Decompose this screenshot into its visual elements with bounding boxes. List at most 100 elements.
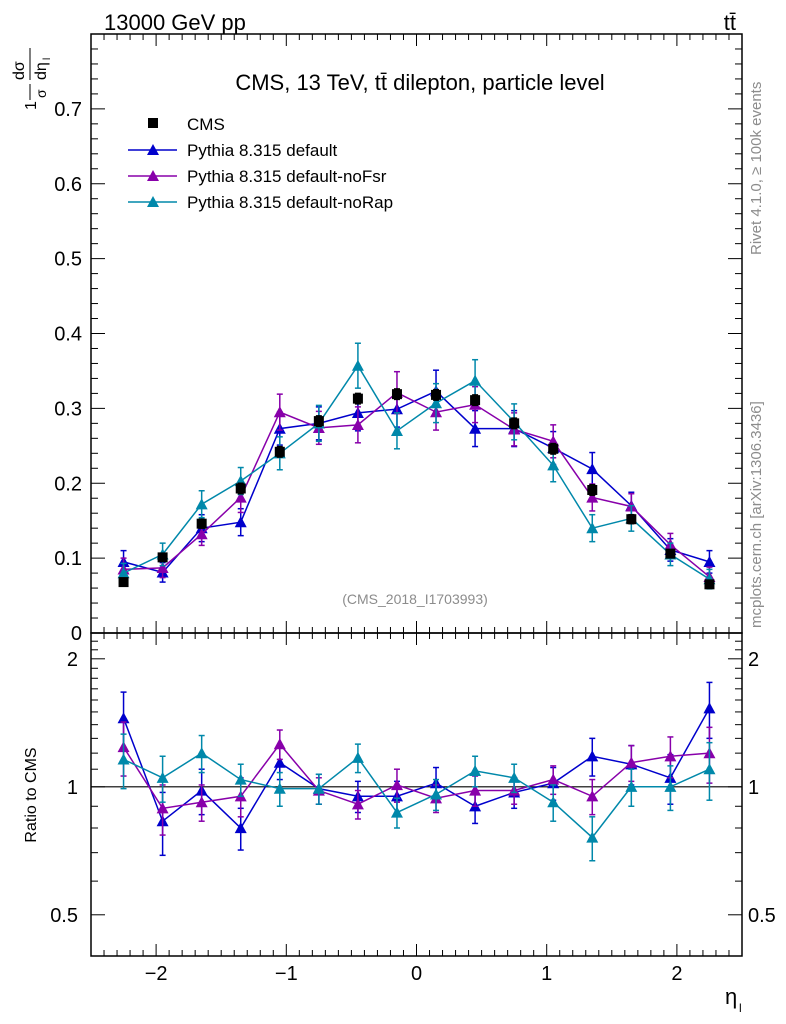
data-point	[625, 756, 638, 768]
main-y-label-sub: l	[42, 58, 53, 60]
data-point	[195, 528, 208, 540]
legend-marker-default	[147, 144, 159, 155]
data-point-cms	[548, 443, 559, 454]
legend: CMS Pythia 8.315 default Pythia 8.315 de…	[128, 115, 393, 212]
side-label-mcplots: mcplots.cern.ch [arXiv:1306.3436]	[748, 401, 765, 628]
data-point	[351, 418, 364, 430]
data-point	[586, 491, 599, 503]
header-process: tt̄	[724, 10, 736, 35]
x-axis-label-sub: l	[739, 1001, 742, 1015]
data-point	[469, 784, 482, 796]
data-point	[586, 831, 599, 843]
data-point	[273, 738, 286, 750]
data-point	[195, 796, 208, 808]
data-point	[390, 778, 403, 791]
data-point	[117, 753, 130, 765]
x-tick-label: 2	[671, 963, 682, 985]
data-point	[195, 498, 208, 510]
series-line	[123, 390, 710, 574]
data-point	[586, 522, 599, 534]
x-tick-label: −2	[145, 963, 168, 985]
data-point	[117, 567, 130, 579]
ratio-y-tick-label: 2	[67, 649, 78, 671]
data-point	[469, 374, 482, 386]
data-point	[586, 790, 599, 802]
data-point	[430, 788, 443, 800]
y-tick-label: 0.4	[54, 324, 82, 346]
ratio-y-tick-label-right: 0.5	[748, 905, 776, 927]
data-point-cms	[313, 416, 324, 427]
y-tick-label: 0.7	[54, 99, 82, 121]
data-point	[664, 780, 677, 792]
legend-marker-cms	[148, 118, 158, 128]
side-label-rivet: Rivet 4.1.0, ≥ 100k events	[748, 82, 765, 255]
data-point	[586, 463, 599, 475]
data-point-cms	[704, 579, 715, 590]
data-point-cms	[665, 548, 676, 559]
data-point	[508, 771, 521, 783]
data-point	[703, 702, 716, 714]
ratio-y-tick-label: 0.5	[50, 905, 78, 927]
data-point-cms	[626, 514, 637, 525]
y-tick-label: 0.6	[54, 174, 82, 196]
legend-label-norap: Pythia 8.315 default-noRap	[187, 193, 393, 212]
data-point-cms	[587, 484, 598, 495]
ratio-y-tick-label-right: 2	[748, 649, 759, 671]
main-y-label-sigma: σ	[33, 89, 49, 98]
data-point-cms	[196, 518, 207, 529]
ratio-y-tick-label: 1	[67, 777, 78, 799]
data-point-cms	[470, 395, 481, 406]
data-point	[469, 422, 482, 434]
main-y-axis-label: 1 σ dσ dη l	[11, 48, 53, 110]
y-tick-label: 0.5	[54, 249, 82, 271]
data-point	[234, 773, 247, 785]
series-line	[123, 364, 710, 580]
data-point	[195, 747, 208, 759]
legend-label-default: Pythia 8.315 default	[187, 141, 338, 160]
header-energy: 13000 GeV pp	[104, 10, 246, 35]
ratio-y-tick-label-right: 1	[748, 777, 759, 799]
data-point	[547, 459, 560, 471]
data-point	[703, 763, 716, 775]
legend-label-nofsr: Pythia 8.315 default-noFsr	[187, 167, 387, 186]
data-point	[351, 359, 364, 371]
data-point	[273, 756, 286, 768]
data-point	[234, 491, 247, 503]
data-point	[390, 806, 403, 818]
data-point-cms	[431, 389, 442, 400]
legend-marker-nofsr	[147, 170, 159, 181]
series-line	[123, 391, 710, 578]
data-point	[390, 424, 403, 436]
x-tick-label: −1	[275, 963, 298, 985]
data-point-cms	[352, 393, 363, 404]
x-tick-label: 0	[411, 963, 422, 985]
data-point	[547, 773, 560, 785]
series-layer	[117, 342, 716, 862]
series-line	[122, 707, 711, 830]
ratio-panel-frame	[90, 632, 743, 957]
data-point	[547, 796, 560, 808]
data-point	[117, 712, 130, 724]
data-point-cms	[509, 418, 520, 429]
data-point	[703, 555, 716, 567]
data-point	[156, 802, 169, 814]
data-point	[312, 782, 325, 794]
legend-marker-norap	[147, 196, 159, 207]
main-y-label-prefix: 1	[23, 101, 40, 110]
data-point-cms	[118, 577, 129, 588]
chart-title: CMS, 13 TeV, tt̄ dilepton, particle leve…	[235, 70, 604, 95]
data-point	[234, 516, 247, 528]
data-point	[351, 751, 364, 763]
main-y-label-den: dη	[33, 62, 50, 80]
data-point-cms	[235, 483, 246, 494]
data-point	[430, 397, 443, 409]
main-y-label-frac: dσ	[11, 61, 28, 80]
data-point	[625, 780, 638, 792]
y-tick-label: 0.3	[54, 398, 82, 420]
y-tick-label: 0.1	[54, 548, 82, 570]
axes-layer: −2 −1 0 1 2 0 0.1 0.2 0.3 0.4 0.5 0.6 0.7 0.5 0.5 1 1 2 2	[50, 34, 776, 985]
data-point	[234, 822, 247, 834]
legend-label-cms: CMS	[187, 115, 225, 134]
x-tick-label: 1	[541, 963, 552, 985]
